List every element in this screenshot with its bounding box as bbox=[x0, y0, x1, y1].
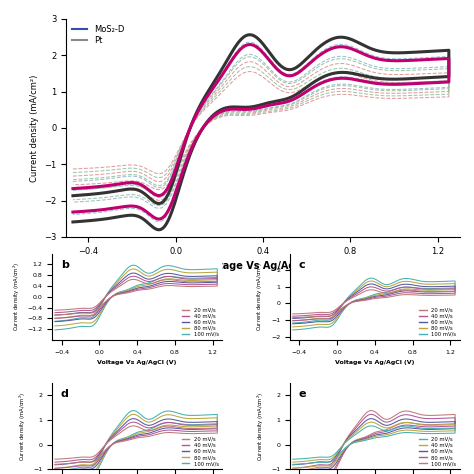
Text: c: c bbox=[299, 260, 305, 270]
Y-axis label: Current density (mA/cm$^2$): Current density (mA/cm$^2$) bbox=[18, 392, 28, 461]
Text: d: d bbox=[61, 389, 69, 399]
Y-axis label: Current density (mA/cm$^2$): Current density (mA/cm$^2$) bbox=[255, 392, 265, 461]
Legend: 20 mV/s, 40 mV/s, 60 mV/s, 80 mV/s, 100 mV/s: 20 mV/s, 40 mV/s, 60 mV/s, 80 mV/s, 100 … bbox=[181, 437, 219, 466]
Text: e: e bbox=[299, 389, 306, 399]
Y-axis label: Current density (mA/cm²): Current density (mA/cm²) bbox=[30, 74, 39, 182]
Text: b: b bbox=[61, 260, 69, 270]
X-axis label: Voltage Vs Ag/AgCl (V): Voltage Vs Ag/AgCl (V) bbox=[97, 360, 177, 365]
X-axis label: Voltage Vs Ag/AgCl (V): Voltage Vs Ag/AgCl (V) bbox=[335, 360, 415, 365]
Y-axis label: Current density (mA/cm$^2$): Current density (mA/cm$^2$) bbox=[11, 262, 22, 331]
Legend: MoS₂-D, Pt: MoS₂-D, Pt bbox=[71, 23, 126, 47]
Legend: 20 mV/s, 40 mV/s, 60 mV/s, 80 mV/s, 100 mV/s: 20 mV/s, 40 mV/s, 60 mV/s, 80 mV/s, 100 … bbox=[419, 437, 457, 466]
X-axis label: Voltage Vs Ag/AgCl (V): Voltage Vs Ag/AgCl (V) bbox=[201, 261, 326, 271]
Y-axis label: Current density (mA/cm$^2$): Current density (mA/cm$^2$) bbox=[255, 262, 265, 331]
Legend: 20 mV/s, 40 mV/s, 60 mV/s, 80 mV/s, 100 mV/s: 20 mV/s, 40 mV/s, 60 mV/s, 80 mV/s, 100 … bbox=[181, 307, 219, 337]
Legend: 20 mV/s, 40 mV/s, 60 mV/s, 80 mV/s, 100 mV/s: 20 mV/s, 40 mV/s, 60 mV/s, 80 mV/s, 100 … bbox=[419, 307, 457, 337]
